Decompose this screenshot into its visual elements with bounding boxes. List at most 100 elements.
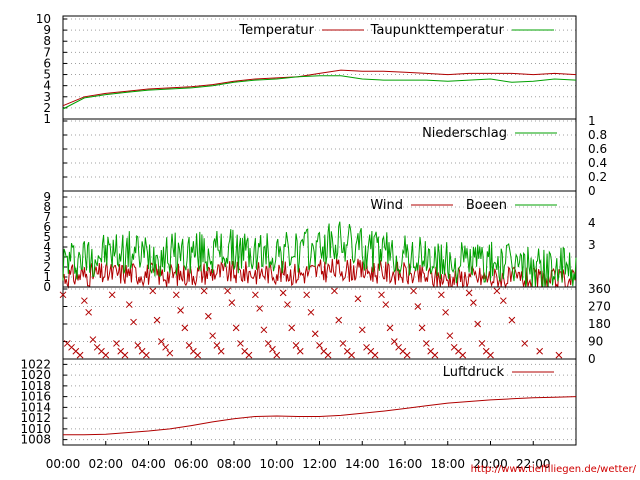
y-tick-label: 0.4 bbox=[588, 156, 607, 170]
x-tick-label: 18:00 bbox=[430, 457, 465, 471]
series-line-taupunkttemperatur bbox=[62, 75, 577, 110]
legend-label: Niederschlag bbox=[422, 126, 507, 141]
wind-direction-point bbox=[121, 351, 129, 359]
x-tick-label: 00:00 bbox=[46, 457, 81, 471]
y-tick-label: 1 bbox=[43, 112, 51, 126]
wind-direction-point bbox=[113, 340, 120, 347]
y-tick-label: 0 bbox=[43, 280, 51, 294]
y-tick-label: 3 bbox=[43, 250, 51, 264]
wind-direction-point bbox=[386, 324, 394, 332]
x-tick-label: 20:00 bbox=[473, 457, 508, 471]
wind-direction-point bbox=[288, 324, 296, 332]
y-tick-label: 0 bbox=[588, 352, 596, 366]
wind-direction-point bbox=[339, 340, 347, 347]
wind-direction-point bbox=[194, 351, 202, 359]
y-tick-label: 9 bbox=[43, 190, 51, 204]
y-tick-label: 360 bbox=[588, 282, 611, 296]
wind-direction-point bbox=[108, 291, 116, 299]
wind-direction-point bbox=[311, 330, 319, 338]
y-tick-label: 6 bbox=[43, 220, 51, 234]
legend-label: Boeen bbox=[466, 198, 507, 213]
wind-direction-point bbox=[89, 336, 97, 343]
x-tick-label: 14:00 bbox=[345, 457, 380, 471]
wind-direction-point bbox=[423, 340, 430, 347]
legend-label: Temperatur bbox=[238, 23, 314, 38]
series-line-wind bbox=[62, 258, 577, 289]
wind-direction-point bbox=[296, 347, 304, 355]
wind-direction-point bbox=[245, 351, 253, 359]
x-tick-label: 08:00 bbox=[217, 457, 252, 471]
wind-direction-point bbox=[493, 287, 501, 295]
y-tick-label: 5 bbox=[43, 68, 51, 82]
wind-direction-point bbox=[378, 291, 385, 299]
y-tick-label: 1012 bbox=[20, 411, 51, 425]
y-tick-label: 2 bbox=[43, 260, 51, 274]
x-tick-label: 22:00 bbox=[516, 457, 551, 471]
wind-direction-point bbox=[348, 351, 355, 359]
y-tick-label: 7 bbox=[43, 210, 51, 224]
wind-direction-point bbox=[232, 324, 240, 332]
y-tick-label: 2 bbox=[43, 101, 51, 115]
y-tick-label: 6 bbox=[43, 56, 51, 70]
x-tick-label: 02:00 bbox=[88, 457, 123, 471]
wind-direction-point bbox=[269, 345, 276, 353]
wind-direction-point bbox=[410, 287, 417, 295]
wind-direction-point bbox=[478, 340, 486, 347]
wind-direction-point bbox=[521, 340, 529, 347]
wind-direction-point bbox=[487, 351, 494, 359]
wind-direction-point bbox=[273, 351, 281, 359]
wind-direction-point bbox=[292, 342, 300, 349]
wind-direction-point bbox=[555, 351, 563, 359]
wind-direction-point bbox=[536, 347, 544, 355]
y-tick-label: 8 bbox=[43, 34, 51, 48]
wind-direction-point bbox=[143, 351, 150, 359]
wind-direction-point bbox=[228, 299, 236, 306]
wind-direction-point bbox=[403, 351, 411, 359]
wind-direction-point bbox=[209, 332, 216, 340]
wind-direction-point bbox=[252, 291, 259, 299]
y-tick-label: 180 bbox=[588, 317, 611, 331]
y-tick-label: 1010 bbox=[20, 422, 51, 436]
y-tick-label: 0.2 bbox=[588, 170, 607, 184]
wind-direction-point bbox=[414, 303, 422, 310]
wind-direction-point bbox=[431, 351, 439, 359]
wind-direction-point bbox=[446, 332, 454, 340]
y-tick-label: 1018 bbox=[20, 379, 51, 393]
wind-direction-point bbox=[217, 347, 225, 355]
wind-direction-point bbox=[307, 308, 315, 316]
wind-direction-point bbox=[224, 287, 231, 295]
wind-direction-point bbox=[162, 343, 169, 351]
series-line-temperatur bbox=[62, 69, 577, 107]
y-tick-label: 1 bbox=[588, 114, 596, 128]
y-tick-label: 1 bbox=[43, 270, 51, 284]
y2-tick-label: 4 bbox=[588, 216, 596, 230]
wind-direction-point bbox=[134, 342, 142, 349]
y-tick-label: 1008 bbox=[20, 433, 51, 447]
y-tick-label: 0 bbox=[588, 184, 596, 198]
wind-direction-point bbox=[81, 297, 88, 305]
wind-direction-point bbox=[85, 308, 93, 316]
y-tick-label: 270 bbox=[588, 300, 611, 314]
wind-direction-point bbox=[358, 326, 366, 334]
x-tick-label: 04:00 bbox=[131, 457, 166, 471]
wind-direction-point bbox=[474, 320, 482, 328]
wind-direction-point bbox=[437, 291, 445, 299]
wind-direction-point bbox=[130, 318, 137, 326]
wind-direction-point bbox=[371, 351, 379, 359]
wind-direction-point bbox=[499, 297, 507, 305]
series-line-luftdruck bbox=[63, 396, 577, 436]
wind-direction-point bbox=[390, 338, 398, 345]
wind-direction-point bbox=[279, 289, 287, 297]
y-tick-label: 0.6 bbox=[588, 142, 607, 156]
wind-direction-point bbox=[59, 291, 67, 299]
y-tick-label: 10 bbox=[36, 12, 51, 26]
wind-direction-point bbox=[284, 301, 291, 308]
source-url: http://www.tiefflliegen.de/wetter/ bbox=[470, 464, 636, 475]
y-tick-label: 5 bbox=[43, 230, 51, 244]
wind-direction-point bbox=[102, 351, 110, 359]
wind-direction-point bbox=[76, 351, 84, 359]
wind-direction-point bbox=[172, 291, 180, 299]
y-tick-label: 1022 bbox=[20, 357, 51, 371]
y-tick-label: 1014 bbox=[20, 400, 51, 414]
y-tick-label: 8 bbox=[43, 200, 51, 214]
